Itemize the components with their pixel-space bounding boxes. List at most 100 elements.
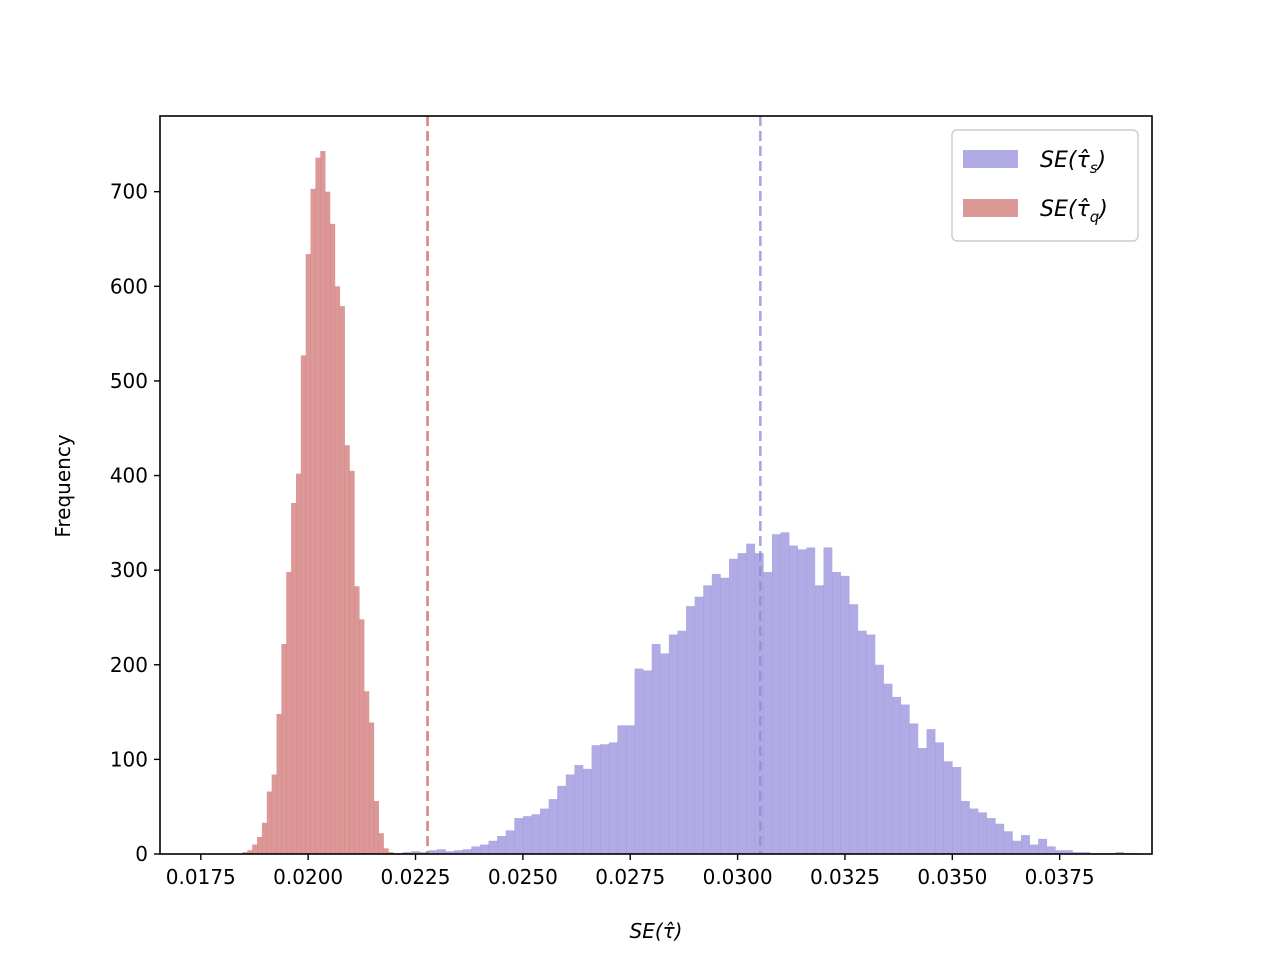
mean-lines-layer — [426, 116, 762, 854]
histogram-bar — [373, 801, 379, 854]
histogram-bar — [746, 543, 756, 854]
series-0-bars — [359, 532, 1142, 854]
histogram-bar — [1012, 840, 1022, 854]
legend-label: SE(τ̂q) — [1040, 197, 1108, 226]
series-1-bars — [242, 151, 394, 855]
histogram-bar — [866, 634, 876, 854]
histogram-bar — [436, 849, 446, 854]
histogram-bar — [479, 844, 489, 854]
y-axis-label: Frequency — [51, 434, 75, 537]
histogram-bar — [763, 572, 773, 854]
histogram-bar — [643, 670, 653, 854]
histogram-bar — [334, 286, 341, 854]
histogram-bar — [711, 573, 721, 854]
histogram-bar — [771, 534, 781, 854]
histogram-bar — [823, 547, 833, 854]
histogram-bar — [857, 630, 867, 854]
histogram-bar — [276, 713, 282, 854]
x-tick-label: 0.0325 — [810, 865, 880, 889]
histogram-bar — [557, 785, 567, 854]
histogram-bar — [310, 188, 316, 855]
x-tick-label: 0.0225 — [381, 865, 451, 889]
histogram-bar — [320, 151, 326, 854]
histogram-bar — [388, 852, 394, 854]
x-tick-label: 0.0200 — [273, 865, 343, 889]
histogram-bar — [354, 586, 360, 854]
histogram-bar — [305, 254, 311, 854]
histogram-bar — [364, 691, 370, 854]
histogram-bar — [720, 577, 730, 854]
histogram-bar — [428, 850, 438, 854]
histogram-bar — [617, 725, 627, 854]
histogram-bar — [591, 745, 601, 854]
histogram-bar — [900, 704, 910, 854]
histogram-bar — [565, 774, 575, 854]
legend-swatch — [963, 150, 1018, 168]
histogram-bar — [257, 836, 263, 854]
histogram-bar — [608, 742, 618, 854]
histogram-bar — [797, 549, 807, 854]
histogram-bar — [325, 191, 331, 854]
histogram-bar — [832, 572, 841, 854]
x-axis-label: SE(τ̂) — [630, 919, 683, 943]
histogram-bar — [286, 572, 292, 854]
histogram-bar — [1003, 831, 1013, 854]
histogram-bar — [300, 355, 307, 854]
y-tick-label: 700 — [110, 180, 148, 204]
histogram-bar — [505, 830, 515, 854]
histogram-bar — [339, 306, 345, 854]
histogram-bar — [454, 850, 464, 854]
histogram-bar — [471, 846, 481, 854]
histogram-bar — [1046, 846, 1056, 854]
y-tick-label: 100 — [110, 747, 148, 771]
histogram-bar — [703, 585, 713, 854]
histogram-bar — [625, 725, 635, 854]
histogram-bar — [660, 653, 670, 854]
histogram-bar — [986, 818, 996, 854]
histogram-bar — [247, 850, 253, 854]
legend-box — [951, 129, 1139, 242]
histogram-bar — [445, 851, 455, 854]
x-tick-label: 0.0300 — [703, 865, 773, 889]
histogram-bar — [1115, 852, 1125, 854]
histogram-bar — [271, 774, 277, 854]
x-tick-label: 0.0275 — [595, 865, 665, 889]
histogram-bar — [295, 473, 302, 854]
histogram-bar — [522, 816, 532, 854]
x-tick-label: 0.0375 — [1025, 865, 1095, 889]
histogram-bar — [883, 683, 893, 854]
histogram-bar — [1029, 844, 1039, 854]
histogram-bar — [892, 696, 902, 854]
histogram-bar — [266, 791, 272, 854]
histogram-bar — [729, 558, 738, 854]
histogram-bar — [330, 223, 336, 855]
histogram-bar — [1038, 838, 1048, 854]
histogram-bar — [600, 744, 610, 854]
histogram-bar — [780, 532, 790, 854]
histogram-bar — [926, 729, 936, 854]
histogram-bar — [1055, 850, 1065, 854]
histogram-bar — [540, 808, 549, 854]
histogram-bar — [694, 596, 704, 854]
y-tick-label: 200 — [110, 653, 148, 677]
legend-swatch — [963, 199, 1018, 217]
histogram-bar — [359, 619, 365, 854]
histogram-bar — [514, 818, 524, 854]
x-axis-ticks: 0.0175 0.0200 0.0225 0.0250 0.0275 0.0300 0.03… — [166, 854, 1095, 889]
histogram-bar — [806, 547, 816, 854]
histogram-bar — [995, 823, 1005, 854]
histogram-bar — [368, 722, 375, 854]
histogram-bar — [917, 748, 927, 854]
histogram-bar — [488, 840, 498, 854]
y-tick-label: 0 — [135, 842, 148, 866]
histogram-bar — [378, 833, 384, 854]
legend-label-close: ) — [1097, 197, 1108, 222]
histogram-bar — [261, 822, 268, 854]
histogram-bar — [411, 851, 421, 854]
histogram-bar — [1081, 852, 1091, 854]
y-tick-label: 600 — [110, 274, 148, 298]
histogram-bar — [677, 630, 687, 854]
histogram-bar — [978, 812, 987, 854]
bars-layer — [242, 151, 1142, 855]
